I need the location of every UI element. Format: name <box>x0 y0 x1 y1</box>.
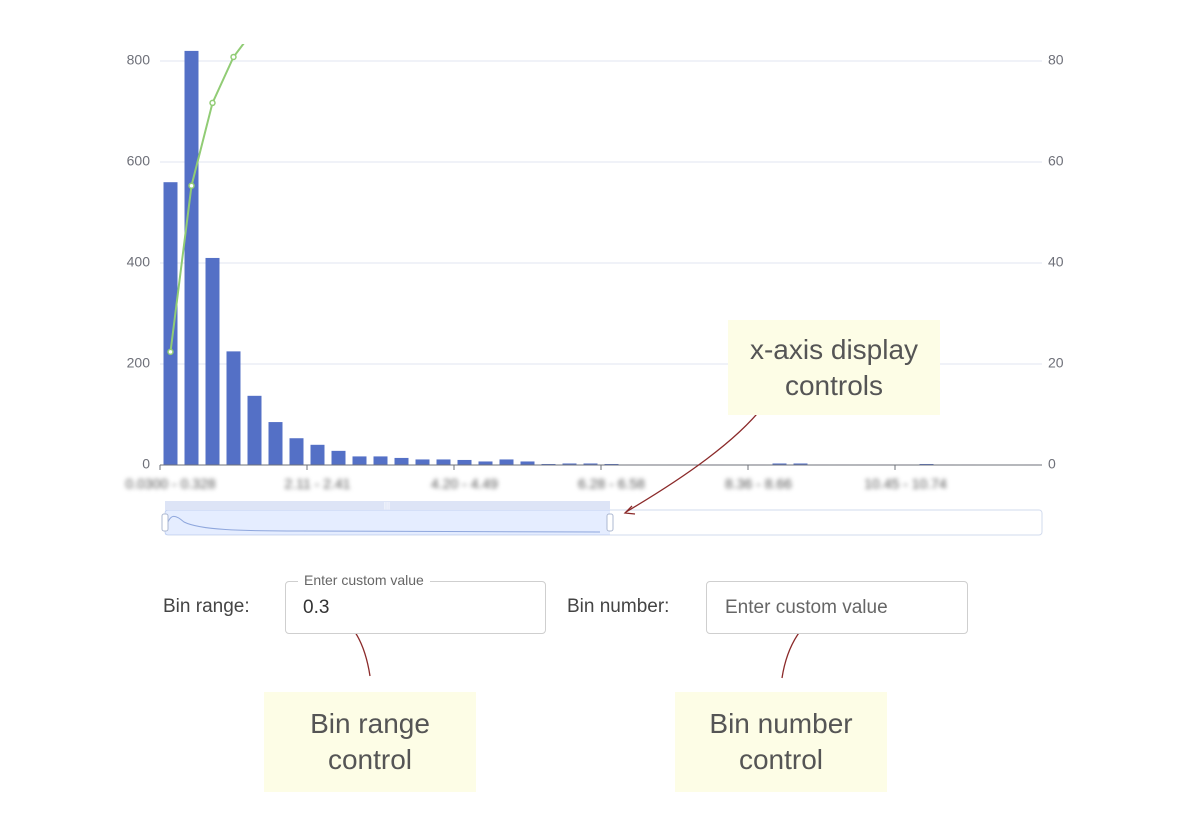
line-point <box>294 0 299 4</box>
bar <box>394 457 409 465</box>
annotation-line: control <box>738 744 824 775</box>
bar <box>373 456 388 465</box>
x-tick-label: 6.28 - 6.58 <box>578 476 645 492</box>
arrow-head <box>623 505 636 515</box>
annotation-line: control <box>327 744 413 775</box>
line-point <box>252 27 257 32</box>
labels: 0 200 400 600 800 0 20 40 60 80 0.0300 - 0.328 2.11… <box>125 52 1063 492</box>
bin-range-label: Bin range: <box>163 596 250 617</box>
grid <box>160 60 1042 365</box>
zoom-handle[interactable] <box>161 513 169 532</box>
y-tick-label: 600 <box>127 153 151 169</box>
zoom-sparkline <box>165 515 601 533</box>
bin-number-input[interactable]: Enter custom value <box>706 581 968 634</box>
x-tick-label: 4.20 - 4.49 <box>431 476 498 492</box>
bar <box>478 461 493 465</box>
line-point <box>230 53 237 61</box>
bar <box>163 182 178 465</box>
bar <box>793 463 808 465</box>
y2-tick-label: 60 <box>1048 153 1064 169</box>
arrows <box>341 399 810 679</box>
zoom-grip: ||| <box>384 501 390 510</box>
field-label: Enter custom value <box>298 572 430 588</box>
annotation: Bin number control <box>675 692 887 792</box>
bin-range-input[interactable]: Enter custom value 0.3 <box>285 572 546 634</box>
y2-tick-label: 40 <box>1048 254 1064 270</box>
bar <box>604 463 619 465</box>
x-tick-label: 0.0300 - 0.328 <box>125 476 216 492</box>
line <box>169 44 245 353</box>
annotation-line: Bin number <box>709 708 853 739</box>
zoom-handle[interactable] <box>606 513 614 532</box>
y-tick-label: 200 <box>127 355 151 371</box>
y2-tick-label: 0 <box>1048 456 1056 472</box>
annotation: x-axis display controls <box>728 320 940 415</box>
bar <box>562 463 577 465</box>
bar <box>772 463 787 465</box>
bin-number-label: Bin number: <box>567 596 670 617</box>
bar <box>499 459 514 465</box>
bar <box>436 459 451 465</box>
bar <box>352 456 367 465</box>
bar <box>520 461 535 465</box>
bar <box>415 459 430 465</box>
line-point <box>167 348 174 356</box>
x-tick-label: 2.11 - 2.41 <box>285 476 351 492</box>
annotation-line: x-axis display <box>749 333 919 365</box>
data-zoom[interactable]: ||| <box>161 501 1043 536</box>
placeholder: Enter custom value <box>725 597 888 618</box>
bar <box>331 450 346 465</box>
bar <box>541 463 556 465</box>
bar <box>268 422 283 465</box>
x-tick-label: 8.36 - 8.66 <box>725 476 792 492</box>
y-tick-label: 0 <box>142 456 150 472</box>
bar <box>919 463 934 465</box>
bar <box>583 463 598 465</box>
bar <box>310 444 325 465</box>
bar <box>289 438 304 465</box>
y-tick-label: 800 <box>127 52 151 68</box>
bar <box>226 351 241 465</box>
arrow <box>625 399 769 513</box>
plot <box>163 0 1039 466</box>
annotation: Bin range control <box>264 692 476 792</box>
line-point <box>188 182 195 189</box>
annotation-line: Bin range <box>310 708 430 739</box>
annotation-line: controls <box>784 369 884 401</box>
y2-tick-label: 20 <box>1048 355 1064 371</box>
line-point <box>273 10 278 15</box>
y2-tick-label: 80 <box>1048 52 1064 68</box>
x-tick-label: 10.45 - 10.74 <box>864 476 947 492</box>
bar <box>247 395 262 465</box>
bar <box>457 459 472 465</box>
zoom-bar[interactable] <box>165 501 610 510</box>
line-point <box>209 99 216 107</box>
y-tick-label: 400 <box>127 254 151 270</box>
bar <box>205 257 220 465</box>
bar <box>184 50 199 466</box>
input-value: 0.3 <box>303 597 330 618</box>
